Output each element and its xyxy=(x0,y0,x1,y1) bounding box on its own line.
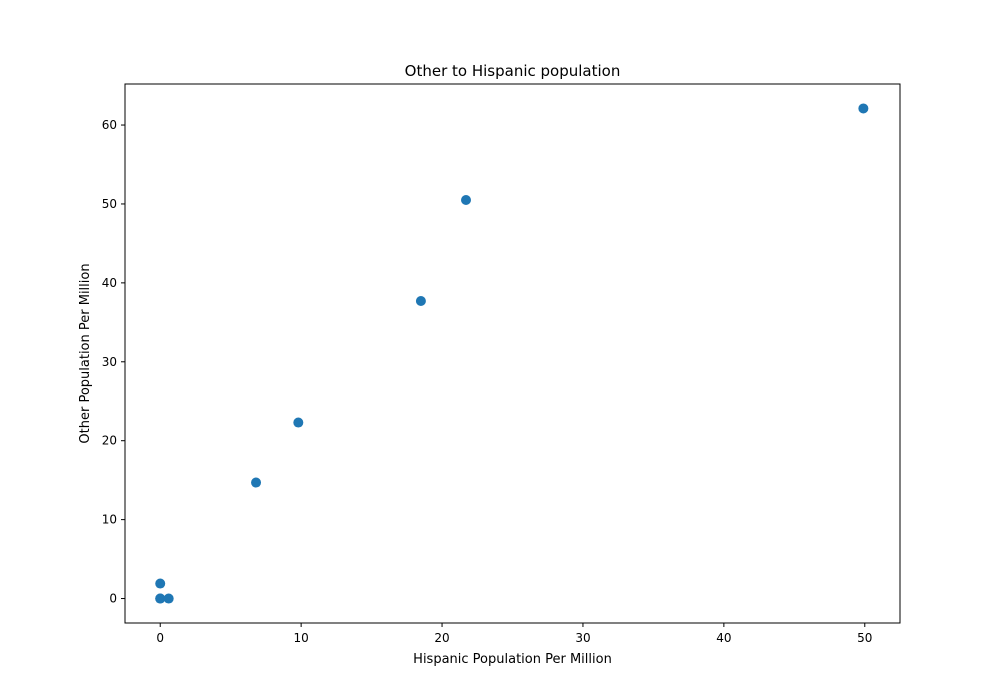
scatter-point xyxy=(415,296,426,307)
scatter-point xyxy=(155,578,166,589)
x-tick-label: 20 xyxy=(434,631,449,645)
x-tick-label: 0 xyxy=(156,631,164,645)
scatter-point xyxy=(858,103,869,114)
x-tick-label: 50 xyxy=(857,631,872,645)
scatter-point xyxy=(155,593,166,604)
scatter-point xyxy=(163,593,174,604)
y-tick-label: 50 xyxy=(102,197,117,211)
x-axis-ticks: 0 10 20 30 40 50 xyxy=(156,623,872,645)
y-tick-label: 40 xyxy=(102,276,117,290)
y-tick-label: 10 xyxy=(102,513,117,527)
y-tick-label: 0 xyxy=(109,592,117,606)
scatter-point xyxy=(251,477,262,488)
y-tick-label: 60 xyxy=(102,118,117,132)
x-tick-label: 10 xyxy=(293,631,308,645)
plot-area xyxy=(155,103,869,604)
y-tick-label: 20 xyxy=(102,434,117,448)
y-axis-ticks: 0 10 20 30 40 50 60 xyxy=(102,118,125,606)
x-tick-label: 30 xyxy=(575,631,590,645)
y-tick-label: 30 xyxy=(102,355,117,369)
x-axis-label: Hispanic Population Per Million xyxy=(413,652,612,667)
scatter-point xyxy=(293,417,304,428)
plot-frame xyxy=(124,83,901,624)
scatter-point xyxy=(461,195,471,206)
x-tick-label: 40 xyxy=(716,631,731,645)
chart-title: Other to Hispanic population xyxy=(405,62,621,80)
y-axis-label: Other Population Per Million xyxy=(78,263,93,443)
